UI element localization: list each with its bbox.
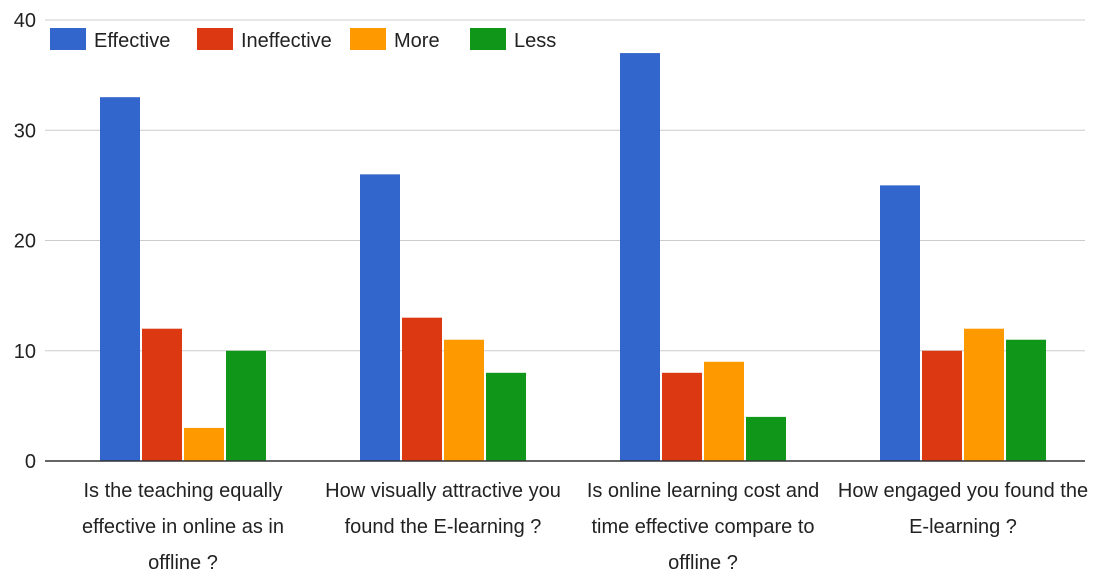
bar-ineffective-3 bbox=[662, 372, 702, 461]
category-label: How visually attractive you bbox=[325, 480, 561, 502]
bar-effective-1 bbox=[100, 97, 140, 462]
legend-label-effective: Effective bbox=[94, 30, 170, 52]
category-label: E-learning ? bbox=[909, 516, 1017, 538]
bar-less-2 bbox=[486, 372, 526, 461]
category-label: effective in online as in bbox=[82, 516, 284, 538]
bar-more-4 bbox=[964, 328, 1004, 461]
bar-more-1 bbox=[184, 427, 224, 461]
legend-label-ineffective: Ineffective bbox=[241, 30, 332, 52]
bar-more-3 bbox=[704, 361, 744, 461]
legend-swatch-effective bbox=[50, 28, 86, 50]
bar-effective-2 bbox=[360, 174, 400, 461]
y-tick-label: 10 bbox=[14, 341, 36, 363]
category-labels: Is the teaching equally effective in onli… bbox=[82, 480, 1088, 574]
bar-less-1 bbox=[226, 350, 266, 461]
category-label: offline ? bbox=[148, 552, 218, 574]
legend-label-less: Less bbox=[514, 30, 556, 52]
bar-effective-3 bbox=[620, 53, 660, 461]
y-tick-label: 20 bbox=[14, 231, 36, 253]
bar-ineffective-2 bbox=[402, 317, 442, 461]
bar-effective-4 bbox=[880, 185, 920, 461]
legend: Effective Ineffective More Less bbox=[50, 28, 556, 52]
y-tick-label: 40 bbox=[14, 10, 36, 32]
legend-swatch-more bbox=[350, 28, 386, 50]
y-tick-label: 0 bbox=[25, 451, 36, 473]
category-label: offline ? bbox=[668, 552, 738, 574]
category-label: found the E-learning ? bbox=[345, 516, 542, 538]
bar-less-3 bbox=[746, 416, 786, 461]
category-label: time effective compare to bbox=[591, 516, 814, 538]
y-tick-label: 30 bbox=[14, 120, 36, 142]
category-label: Is the teaching equally bbox=[83, 480, 282, 502]
y-tick-labels: 0 10 20 30 40 bbox=[14, 10, 36, 473]
category-label: Is online learning cost and bbox=[587, 480, 819, 502]
legend-swatch-less bbox=[470, 28, 506, 50]
bar-more-2 bbox=[444, 339, 484, 461]
bar-less-4 bbox=[1006, 339, 1046, 461]
bar-ineffective-4 bbox=[922, 350, 962, 461]
gridlines bbox=[45, 19, 1085, 352]
bars bbox=[100, 53, 1046, 462]
legend-label-more: More bbox=[394, 30, 440, 52]
bar-ineffective-1 bbox=[142, 328, 182, 461]
legend-swatch-ineffective bbox=[197, 28, 233, 50]
category-label: How engaged you found the bbox=[838, 480, 1088, 502]
